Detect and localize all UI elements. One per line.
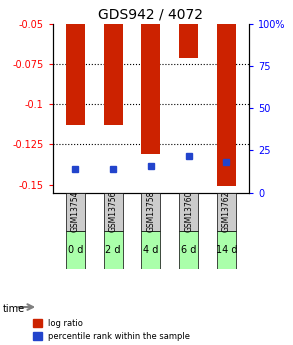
Text: 2 d: 2 d <box>105 245 121 255</box>
FancyBboxPatch shape <box>104 231 122 269</box>
Text: 0 d: 0 d <box>68 245 83 255</box>
Bar <box>104 24 122 125</box>
Text: GSM13762: GSM13762 <box>222 191 231 233</box>
FancyBboxPatch shape <box>142 193 160 231</box>
Legend: log ratio, percentile rank within the sample: log ratio, percentile rank within the sa… <box>33 319 190 341</box>
FancyBboxPatch shape <box>104 193 122 231</box>
FancyBboxPatch shape <box>66 193 85 231</box>
FancyBboxPatch shape <box>217 231 236 269</box>
Text: 6 d: 6 d <box>181 245 196 255</box>
Bar <box>217 24 236 186</box>
Bar <box>142 24 160 154</box>
Title: GDS942 / 4072: GDS942 / 4072 <box>98 8 203 22</box>
Bar <box>66 24 85 125</box>
FancyBboxPatch shape <box>179 231 198 269</box>
Text: 14 d: 14 d <box>216 245 237 255</box>
Text: 4 d: 4 d <box>143 245 159 255</box>
FancyBboxPatch shape <box>217 193 236 231</box>
FancyBboxPatch shape <box>66 231 85 269</box>
FancyBboxPatch shape <box>142 231 160 269</box>
Text: time: time <box>3 304 25 314</box>
Bar <box>179 24 198 58</box>
Text: GSM13758: GSM13758 <box>146 191 155 233</box>
Text: GSM13760: GSM13760 <box>184 191 193 233</box>
Text: GSM13756: GSM13756 <box>109 191 118 233</box>
Text: GSM13754: GSM13754 <box>71 191 80 233</box>
FancyBboxPatch shape <box>179 193 198 231</box>
